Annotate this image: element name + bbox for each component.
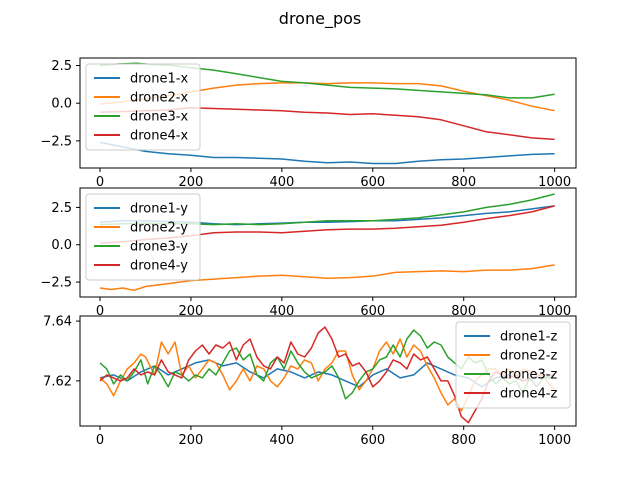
y-tick-label: 2.5 <box>51 59 72 74</box>
x-tick-label: 400 <box>269 304 294 319</box>
x-tick-label: 600 <box>360 175 385 190</box>
legend-label: drone1-y <box>130 202 188 217</box>
legend-label: drone4-x <box>130 129 188 144</box>
subplot-2: 0 200 400 600 800 1000−2.50.02.5 drone1-ydrone… <box>40 187 577 319</box>
x-tick-label: 0 <box>96 433 104 448</box>
figure-title: drone_pos <box>279 9 361 29</box>
x-tick-label: 400 <box>269 175 294 190</box>
x-tick-label: 600 <box>360 433 385 448</box>
x-tick-label: 200 <box>179 175 204 190</box>
axes-frame <box>79 315 577 427</box>
legend-label: drone4-z <box>500 387 557 402</box>
legend-label: drone3-z <box>500 368 557 383</box>
x-tick-label: 600 <box>360 304 385 319</box>
axes-frame <box>79 187 577 298</box>
y-tick-label: 2.5 <box>51 201 72 216</box>
subplot-1: 0 200 400 600 800 1000−2.50.02.5drone1-xdrone… <box>40 57 577 190</box>
series-line-drone4-z <box>99 326 555 424</box>
series-line-drone1-x <box>99 141 555 165</box>
legend-label: drone4-y <box>130 259 188 274</box>
x-tick-label: 1000 <box>538 175 571 190</box>
series-line-drone2-y <box>99 264 555 292</box>
legend-label: drone3-x <box>130 110 188 125</box>
y-tick-label: 7.64 <box>43 315 72 330</box>
y-tick-label: 0.0 <box>51 97 72 112</box>
x-tick-label: 800 <box>451 304 476 319</box>
legend: drone1-y drone2-y drone3-y drone4-y <box>85 193 201 281</box>
subplot-3: 0 200 400 600 800 1000 7.62 7.64 drone1-z drone2-… <box>43 315 577 448</box>
x-tick-label: 800 <box>451 175 476 190</box>
legend-label: drone1-x <box>130 72 188 87</box>
legend-label: drone2-y <box>130 221 188 236</box>
legend-box <box>455 321 571 409</box>
y-tick-label: −2.5 <box>40 276 72 291</box>
y-tick-label: −2.5 <box>40 134 72 149</box>
x-tick-label: 0 <box>96 175 104 190</box>
legend-label: drone1-z <box>500 330 557 345</box>
legend-box <box>85 63 201 151</box>
x-tick-label: 1000 <box>538 433 571 448</box>
x-tick-label: 800 <box>451 433 476 448</box>
legend-box <box>85 193 201 281</box>
x-tick-label: 200 <box>179 433 204 448</box>
x-tick-label: 400 <box>269 433 294 448</box>
legend-label: drone3-y <box>130 240 188 255</box>
x-tick-label: 200 <box>179 304 204 319</box>
y-tick-label: 7.62 <box>43 374 72 389</box>
axes-frame <box>79 57 577 169</box>
y-tick-label: 0.0 <box>51 238 72 253</box>
legend-label: drone2-z <box>500 349 557 364</box>
legend: drone1-z drone2-z drone3-z drone4-z <box>455 321 571 409</box>
x-tick-label: 1000 <box>538 304 571 319</box>
legend-label: drone2-x <box>130 91 188 106</box>
x-tick-label: 0 <box>96 304 104 319</box>
legend: drone1-x drone2-x drone3-x drone4-x <box>85 63 201 151</box>
subplots-container: 0 200 400 600 800 1000−2.50.02.5drone1-xdrone… <box>40 57 577 448</box>
